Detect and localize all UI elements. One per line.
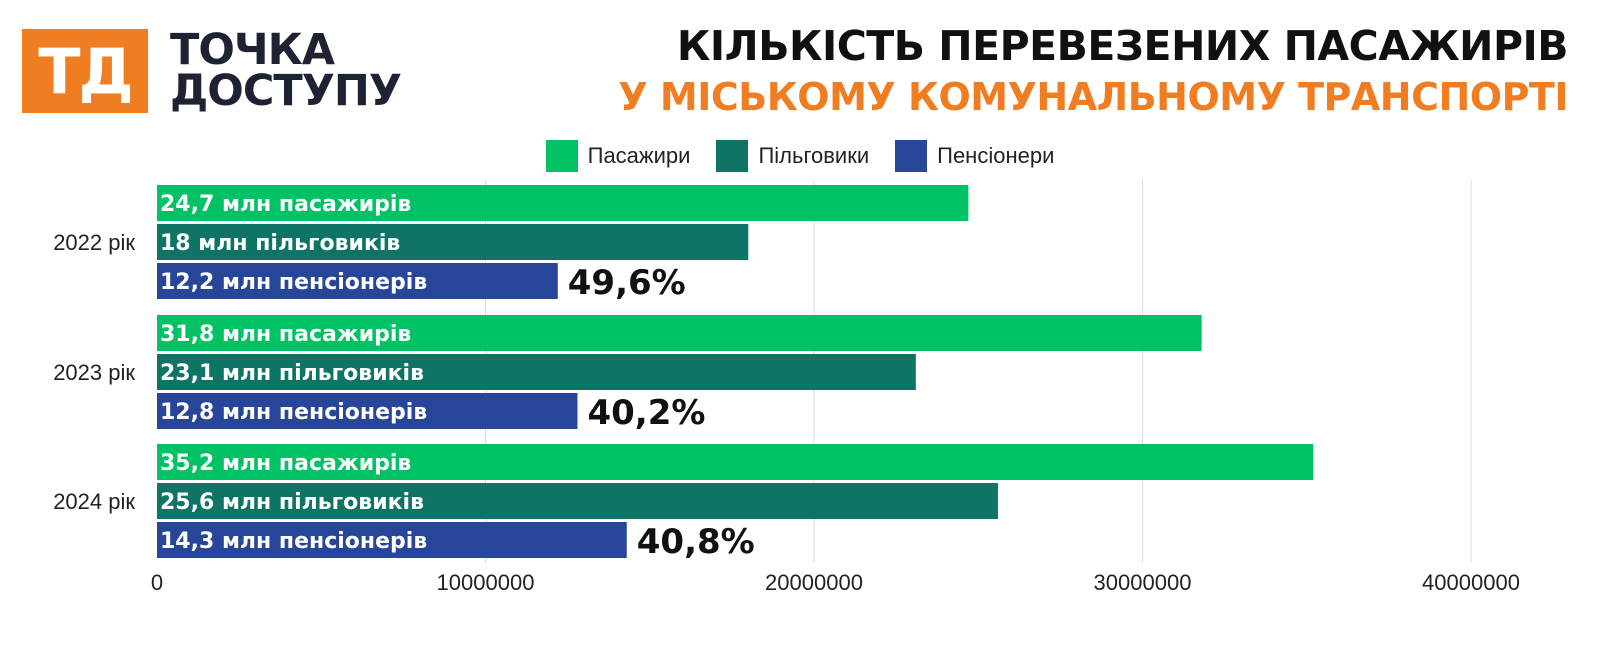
bar-data-label: 18 млн пільговиків [160,231,400,256]
legend-swatch-passengers [545,140,578,172]
bar [157,315,1202,351]
bar-data-label: 14,3 млн пенсіонерів [160,529,427,554]
x-tick-label: 30000000 [1094,570,1192,595]
y-category-label: 2024 рік [53,489,135,514]
legend-item-pensioners: Пенсіонери [895,140,1054,172]
legend-swatch-pensioners [895,140,928,172]
bar-data-label: 35,2 млн пасажирів [160,451,411,476]
x-tick-label: 0 [151,570,163,595]
y-category-label: 2022 рік [53,230,135,255]
chart-title-block: КІЛЬКІСТЬ ПЕРЕВЕЗЕНИХ ПАСАЖИРІВ У МІСЬКО… [618,20,1568,122]
bar [157,224,749,260]
legend-swatch-beneficiaries [716,140,749,172]
chart-subtitle: У МІСЬКОМУ КОМУНАЛЬНОМУ ТРАНСПОРТІ [618,75,1568,119]
bar-data-label: 31,8 млн пасажирів [160,322,411,347]
y-category-label: 2023 рік [53,360,135,385]
bar [157,354,916,390]
legend-label-passengers: Пасажири [587,143,691,168]
bar [157,444,1314,480]
logo-badge: ТД [22,29,148,113]
bar [157,263,558,299]
logo-line-1: ТОЧКА [170,25,335,75]
logo-text: ТОЧКА ДОСТУПУ [170,25,402,116]
bar-data-label: 25,6 млн пільговиків [160,490,424,515]
bar-data-label: 12,8 млн пенсіонерів [160,400,427,425]
bar-data-label: 24,7 млн пасажирів [160,192,411,217]
bar [157,483,998,519]
percent-annotation: 40,8% [637,522,755,562]
legend-item-beneficiaries: Пільговики [716,140,869,172]
logo-line-2: ДОСТУПУ [170,66,402,116]
x-tick-label: 10000000 [437,570,535,595]
bar-data-label: 12,2 млн пенсіонерів [160,270,427,295]
x-tick-label: 20000000 [765,570,863,595]
bar [157,393,578,429]
bar-data-label: 23,1 млн пільговиків [160,361,424,386]
chart-title: КІЛЬКІСТЬ ПЕРЕВЕЗЕНИХ ПАСАЖИРІВ [676,22,1569,70]
bar [157,522,627,558]
legend-label-pensioners: Пенсіонери [937,143,1055,168]
percent-annotation: 49,6% [568,263,686,303]
legend-label-beneficiaries: Пільговики [758,143,870,168]
percent-annotation: 40,2% [587,393,705,433]
bar [157,185,969,221]
chart-legend: Пасажири Пільговики Пенсіонери [0,140,1600,172]
brand-logo: ТД ТОЧКА ДОСТУПУ [22,25,402,116]
x-tick-label: 40000000 [1422,570,1520,595]
legend-item-passengers: Пасажири [545,140,691,172]
